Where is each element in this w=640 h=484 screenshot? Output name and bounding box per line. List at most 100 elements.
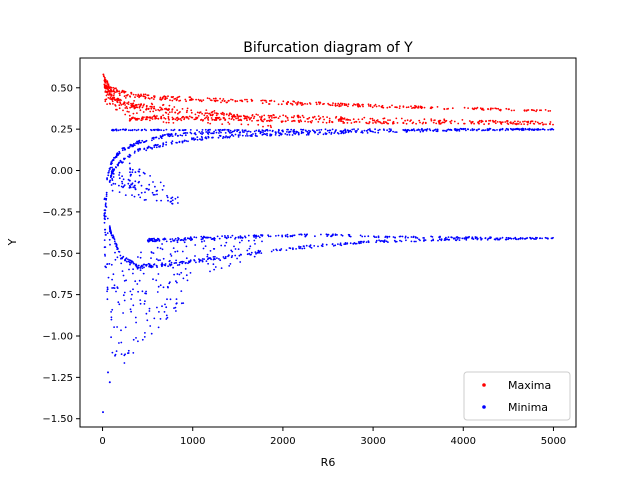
data-point (449, 128, 452, 131)
data-point (199, 259, 202, 262)
data-point (327, 102, 329, 105)
data-point (255, 237, 257, 239)
data-point (246, 249, 249, 252)
data-point (265, 101, 268, 103)
data-point (268, 116, 271, 119)
data-point (185, 245, 188, 248)
data-point (431, 106, 434, 109)
data-point (199, 119, 202, 121)
data-point (111, 98, 114, 101)
data-point (391, 104, 393, 107)
data-point (204, 112, 207, 115)
data-point (261, 240, 263, 243)
data-point (488, 127, 491, 130)
data-point (551, 127, 553, 130)
data-point (158, 311, 160, 313)
outlier-point (103, 76, 106, 79)
data-point (393, 239, 396, 242)
data-point (114, 183, 117, 185)
data-point (195, 236, 198, 239)
data-point (482, 129, 484, 131)
data-point (223, 112, 225, 115)
data-point (248, 118, 251, 121)
data-point (209, 250, 212, 252)
data-point (120, 160, 122, 163)
data-point (145, 129, 148, 132)
data-point (132, 93, 135, 96)
data-point (158, 129, 161, 131)
data-point (374, 131, 376, 134)
data-point (135, 94, 137, 96)
data-point (160, 199, 163, 202)
y-tick-label: −0.25 (42, 207, 73, 218)
data-point (115, 128, 118, 131)
data-point (143, 103, 145, 106)
data-point (223, 100, 226, 102)
data-point (138, 140, 140, 143)
data-point (404, 235, 407, 238)
data-point (281, 120, 284, 123)
data-point (139, 196, 142, 199)
data-point (148, 307, 151, 310)
data-point (156, 246, 159, 249)
data-point (538, 237, 541, 240)
data-point (385, 240, 388, 243)
data-point (231, 133, 234, 136)
data-point (143, 172, 146, 175)
data-point (142, 118, 144, 120)
data-point (494, 122, 497, 125)
data-point (152, 98, 155, 100)
data-point (206, 115, 209, 117)
data-point (137, 256, 139, 258)
data-point (117, 129, 120, 132)
data-point (295, 248, 297, 250)
data-point (104, 87, 107, 90)
data-point (104, 246, 107, 249)
data-point (128, 186, 131, 189)
data-point (133, 105, 136, 108)
data-point (183, 118, 186, 121)
data-point (175, 298, 178, 300)
data-point (269, 129, 271, 132)
data-point (132, 338, 135, 341)
data-point (148, 265, 151, 268)
data-point (448, 128, 451, 131)
data-point (196, 136, 199, 139)
data-point (104, 234, 107, 236)
data-point (110, 231, 113, 234)
data-point (189, 272, 192, 274)
data-point (202, 99, 205, 101)
data-point (111, 189, 114, 192)
data-point (293, 115, 296, 117)
data-point (343, 103, 346, 105)
data-point (143, 128, 146, 131)
data-point (148, 97, 151, 100)
data-point (129, 167, 132, 170)
data-point (410, 236, 413, 238)
data-point (386, 236, 389, 239)
data-point (118, 99, 121, 102)
data-point (298, 245, 300, 248)
data-point (170, 240, 172, 243)
data-point (225, 101, 228, 104)
data-point (270, 250, 273, 253)
data-point (317, 121, 320, 123)
data-point (338, 105, 341, 108)
data-point (165, 314, 168, 317)
data-point (340, 132, 342, 135)
data-point (147, 146, 149, 149)
x-axis-ticks: 0 1000 2000 3000 4000 5000 (99, 427, 566, 447)
data-point (313, 245, 316, 247)
data-point (118, 107, 121, 110)
data-point (156, 115, 158, 117)
data-point (514, 237, 517, 240)
data-point (384, 236, 387, 239)
data-point (106, 288, 109, 291)
data-point (424, 122, 427, 125)
legend-box (463, 371, 571, 421)
data-point (130, 260, 133, 262)
data-point (480, 119, 483, 122)
data-point (373, 105, 376, 107)
data-point (118, 184, 120, 187)
data-point (386, 106, 389, 109)
